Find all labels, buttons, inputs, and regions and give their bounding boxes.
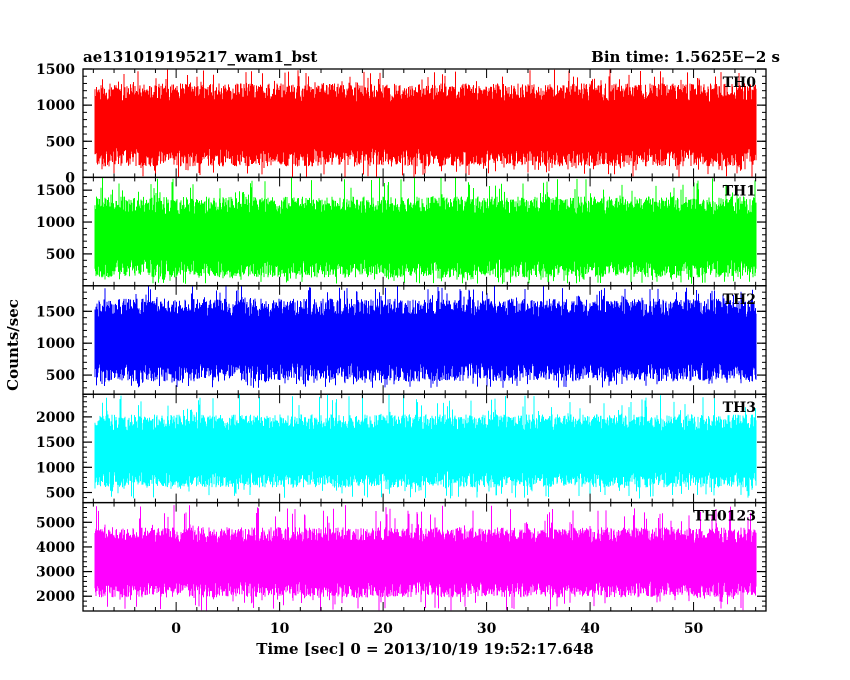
y-tick-label: 500 [46,486,75,502]
panel-label: TH2 [723,292,756,308]
series-th0123 [94,505,757,611]
y-tick-label: 1000 [36,98,75,114]
y-tick-label: 0 [65,170,75,186]
panel-th1: 500 1000 1500 TH1 [36,176,767,287]
y-tick-label: 1000 [36,215,75,231]
panel-label: TH1 [723,183,756,199]
panel-th0123: 2000 3000 4000 5000 TH0123 [36,501,767,612]
panel-th2: 500 1000 1500 TH2 [36,285,767,395]
series-th1 [94,177,757,284]
x-tick-label: 10 [270,621,290,637]
y-tick-label: 1500 [36,304,75,320]
x-tick-label: 20 [373,621,393,637]
y-tick-label: 500 [46,247,75,263]
y-tick-label: 1500 [36,435,75,451]
x-tick-label: 0 [171,621,181,637]
series-th2 [94,285,757,388]
y-tick-label: 2000 [36,410,75,426]
y-axis-label: Counts/sec [4,299,22,391]
x-tick-label: 50 [684,621,704,637]
y-tick-label: 500 [46,368,75,384]
series-th3 [94,394,757,499]
x-tick-label: 30 [477,621,497,637]
panel-th3: 500 1000 1500 2000 TH3 [36,393,767,504]
chart-title-right: Bin time: 1.5625E−2 s [591,48,780,66]
x-axis-label: Time [sec] 0 = 2013/10/19 19:52:17.648 [256,640,593,658]
y-tick-label: 500 [46,134,75,150]
y-tick-label: 1000 [36,336,75,352]
x-tick-label: 40 [580,621,600,637]
series-th0 [94,69,757,178]
y-tick-label: 2000 [36,589,75,605]
panel-label: TH3 [723,400,756,416]
panel-label: TH0123 [693,509,756,525]
y-tick-label: 4000 [36,540,75,556]
y-tick-label: 1000 [36,460,75,476]
y-tick-label: 3000 [36,565,75,581]
y-tick-label: 1500 [36,62,75,78]
panel-th0: 0 500 1000 1500 TH0 [36,62,767,186]
y-tick-label: 1500 [36,183,75,199]
panel-label: TH0 [723,75,757,91]
chart-title-left: ae131019195217_wam1_bst [83,48,317,66]
y-tick-label: 5000 [36,515,75,531]
